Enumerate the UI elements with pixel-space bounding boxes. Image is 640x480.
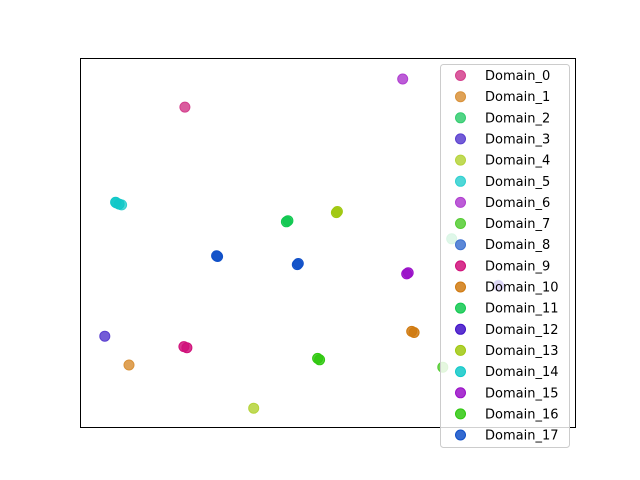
legend-label-domain-9: Domain_9: [485, 259, 550, 274]
legend-label-domain-7: Domain_7: [485, 217, 550, 232]
data-point-domain-3-0: [99, 330, 111, 342]
legend-label-domain-0: Domain_0: [485, 69, 550, 84]
legend-marker-domain-6: [455, 196, 466, 208]
legend-label-domain-17: Domain_17: [485, 429, 559, 444]
legend-marker-domain-5: [455, 175, 466, 187]
legend-marker-domain-16: [455, 408, 466, 420]
legend-marker-domain-17: [455, 429, 466, 441]
data-point-domain-17-3: [292, 258, 304, 269]
legend-marker-domain-8: [455, 239, 466, 251]
legend-marker-domain-9: [455, 260, 466, 272]
legend-marker-domain-2: [455, 112, 466, 124]
legend-marker-domain-15: [455, 387, 466, 399]
data-point-domain-15-1: [401, 268, 413, 280]
data-point-domain-14-1: [113, 198, 125, 210]
data-point-domain-0-0: [179, 101, 191, 113]
legend-marker-domain-0: [455, 70, 466, 81]
legend: Domain_0 Domain_1 Domain_2 Domain_3 Domain_4…: [440, 64, 570, 448]
legend-frame: [440, 64, 570, 448]
legend-label-domain-11: Domain_11: [485, 302, 559, 317]
data-point-domain-11-1: [280, 216, 292, 228]
legend-label-domain-8: Domain_8: [485, 238, 550, 253]
legend-label-domain-16: Domain_16: [485, 407, 559, 422]
legend-label-domain-4: Domain_4: [485, 154, 550, 169]
data-point-domain-10-1: [406, 325, 418, 337]
legend-label-domain-2: Domain_2: [485, 111, 550, 126]
data-point-domain-1-0: [123, 359, 135, 371]
legend-marker-domain-11: [455, 302, 466, 314]
legend-marker-domain-10: [455, 281, 466, 293]
legend-label-domain-14: Domain_14: [485, 365, 559, 380]
legend-label-domain-6: Domain_6: [485, 196, 550, 211]
data-point-domain-9-1: [178, 341, 190, 353]
legend-label-domain-12: Domain_12: [485, 323, 559, 338]
legend-label-domain-5: Domain_5: [485, 175, 550, 190]
legend-label-domain-15: Domain_15: [485, 386, 559, 401]
legend-label-domain-1: Domain_1: [485, 90, 550, 105]
legend-marker-domain-4: [455, 154, 466, 166]
legend-label-domain-3: Domain_3: [485, 132, 550, 147]
legend-marker-domain-14: [455, 366, 466, 378]
legend-marker-domain-1: [455, 91, 466, 103]
legend-marker-domain-13: [455, 344, 466, 356]
data-point-domain-13-1: [330, 207, 342, 219]
data-point-domain-17-1: [211, 250, 223, 262]
legend-marker-domain-7: [455, 218, 466, 229]
legend-marker-domain-12: [455, 323, 466, 335]
legend-label-domain-10: Domain_10: [485, 281, 559, 296]
legend-label-domain-13: Domain_13: [485, 344, 559, 359]
data-point-domain-16-1: [314, 354, 326, 366]
data-point-domain-6-0: [397, 73, 409, 85]
legend-marker-domain-3: [455, 133, 466, 145]
data-point-domain-4-0: [248, 402, 260, 414]
